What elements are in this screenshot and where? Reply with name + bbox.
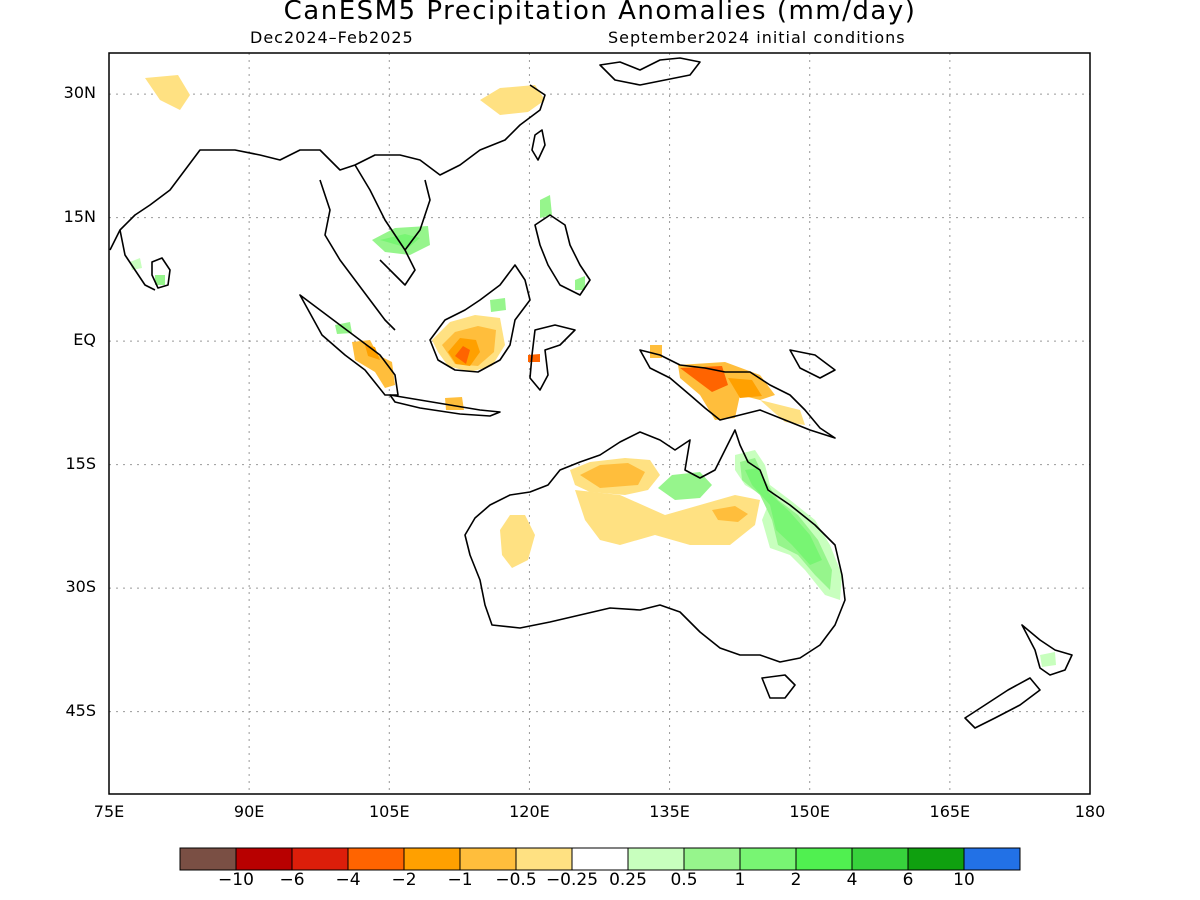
colorbar-label: 0.25 (609, 870, 647, 890)
colorbar-swatch (627, 847, 685, 871)
coastline-tasmania (761, 674, 796, 699)
lat-tick-label: 15N (63, 206, 96, 226)
anomaly-wet-gulf (658, 472, 712, 500)
colorbar-label: 1 (734, 870, 746, 890)
colorbar-swatch (459, 847, 517, 871)
coastline-sri-lanka (151, 257, 171, 289)
colorbar-swatch (291, 847, 349, 871)
lon-tick-label: 90E (233, 802, 265, 821)
colorbar-swatch (235, 847, 293, 871)
coastline-south-asia (109, 84, 546, 251)
lon-tick-label: 180 (1074, 802, 1106, 821)
colorbar-swatch (851, 847, 909, 871)
colorbar-label: 4 (846, 870, 858, 890)
coastline-java (389, 394, 501, 417)
colorbar-swatch (347, 847, 405, 871)
colorbar-swatch (739, 847, 797, 871)
colorbar-swatch (179, 847, 237, 871)
lon-tick-label: 75E (93, 802, 125, 821)
colorbar-swatch (963, 847, 1021, 871)
coastline-new-zealand-north (1021, 624, 1073, 676)
colorbar-swatch (907, 847, 965, 871)
season-label: Dec2024–Feb2025 (250, 28, 414, 47)
colorbar-label: −0.25 (545, 870, 599, 890)
coastline-sulawesi (529, 324, 576, 391)
colorbar-swatch (515, 847, 573, 871)
lat-tick-label: 30N (63, 83, 96, 103)
lon-tick-label: 135E (649, 802, 690, 821)
colorbar (179, 847, 1021, 871)
colorbar-label: 6 (902, 870, 914, 890)
lat-tick-label: EQ (73, 330, 96, 350)
colorbar-label: −10 (218, 870, 254, 890)
anomaly-dry-sumatra (352, 340, 395, 388)
coastline-philippines (534, 214, 591, 296)
anomaly-dry-west-australia (500, 515, 535, 568)
anomaly-dry-central-australia (575, 490, 760, 545)
coastline-sumatra (299, 294, 399, 396)
coastline-taiwan (531, 129, 546, 161)
map-title: CanESM5 Precipitation Anomalies (mm/day) (283, 0, 917, 26)
lat-tick-label: 15S (65, 453, 96, 473)
lon-tick-label: 150E (789, 802, 831, 821)
anomaly-dry-himalaya (145, 75, 190, 110)
colorbar-swatch (795, 847, 853, 871)
lon-tick-label: 120E (509, 802, 550, 821)
lat-tick-label: 45S (65, 700, 96, 720)
coastline-australia (464, 429, 846, 663)
colorbar-label: 0.5 (670, 870, 698, 890)
colorbar-swatch (403, 847, 461, 871)
coastline-borneo (429, 264, 531, 373)
colorbar-label: −0.5 (495, 870, 537, 890)
lon-tick-label: 165E (929, 802, 971, 821)
anomaly-shading (130, 75, 1056, 667)
colorbar-label: −4 (335, 870, 361, 890)
graticule (108, 53, 1091, 794)
coastline-new-zealand-south (964, 677, 1041, 729)
colorbar-label: 2 (790, 870, 802, 890)
colorbar-swatch (683, 847, 741, 871)
coastline-indochina (319, 179, 396, 331)
colorbar-label: −1 (447, 870, 473, 890)
lat-tick-label: 30S (65, 577, 96, 597)
coastline-japan (599, 57, 701, 86)
colorbar-label: −2 (391, 870, 417, 890)
colorbar-swatch (571, 847, 629, 871)
map-frame (108, 52, 1091, 795)
anomaly-dry-china (480, 85, 545, 115)
coastlines (109, 57, 1073, 729)
colorbar-label: 10 (953, 870, 975, 890)
coastline-new-guinea (639, 349, 836, 439)
initial-conditions-label: September2024 initial conditions (608, 28, 906, 47)
lon-tick-label: 105E (368, 802, 410, 821)
colorbar-label: −6 (279, 870, 305, 890)
